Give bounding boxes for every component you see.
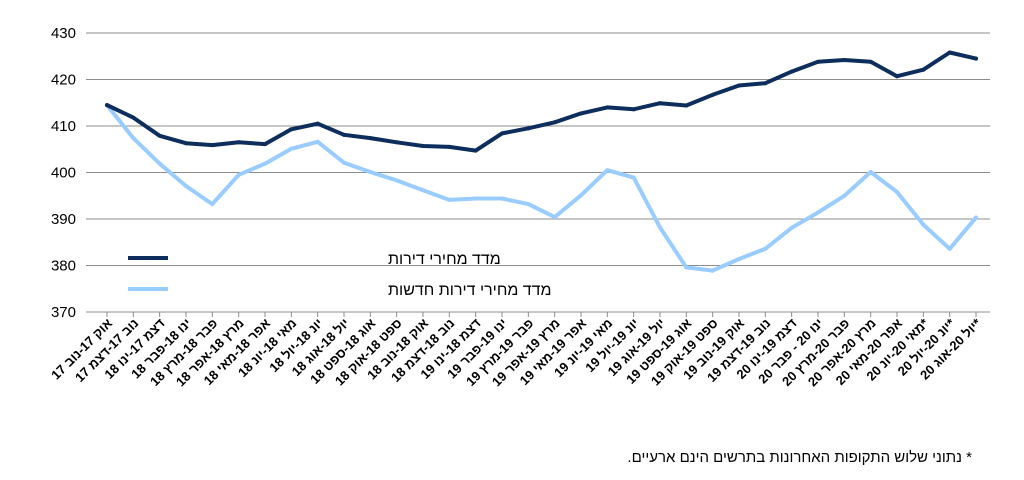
series-points-0 xyxy=(105,50,978,153)
data-point xyxy=(289,127,294,132)
data-point xyxy=(394,178,399,183)
data-point xyxy=(658,101,662,106)
data-point xyxy=(342,160,346,165)
y-tick-label: 430 xyxy=(51,25,76,42)
data-point xyxy=(842,57,847,62)
data-point xyxy=(737,83,741,88)
data-point xyxy=(368,170,373,175)
legend-label-housing-price-index: מדד מחירי דירות xyxy=(388,251,501,268)
data-point xyxy=(421,143,425,148)
data-point xyxy=(947,50,952,55)
data-point xyxy=(763,81,768,86)
y-tick-label: 370 xyxy=(51,304,76,321)
data-point xyxy=(500,131,504,136)
data-point xyxy=(921,222,926,227)
y-tick-label: 390 xyxy=(51,211,76,228)
data-point xyxy=(394,140,399,145)
data-point xyxy=(763,246,768,251)
data-point xyxy=(816,210,820,215)
y-tick-label: 400 xyxy=(51,165,76,182)
data-point xyxy=(236,172,241,177)
data-point xyxy=(184,183,188,188)
data-point xyxy=(473,148,478,153)
data-point xyxy=(236,140,241,145)
legend-label-new-housing-price-index: מדד מחירי דירות חדשות xyxy=(388,282,552,299)
data-point xyxy=(131,115,136,120)
data-point xyxy=(789,225,794,230)
data-point xyxy=(552,215,557,220)
y-axis-tick-labels: 370 380 390 400 410 420 430 xyxy=(51,25,76,321)
data-point xyxy=(579,193,583,198)
data-point xyxy=(789,69,794,74)
data-point xyxy=(947,246,952,251)
data-point xyxy=(447,144,452,149)
data-point xyxy=(421,188,425,193)
gridlines xyxy=(86,32,990,313)
data-point xyxy=(552,120,557,125)
data-point xyxy=(868,170,873,175)
data-point xyxy=(921,67,926,72)
data-point xyxy=(842,193,847,198)
data-point xyxy=(105,103,109,108)
y-tick-label: 410 xyxy=(51,118,76,135)
data-point xyxy=(157,133,162,138)
data-point xyxy=(868,59,873,64)
data-point xyxy=(737,256,741,261)
data-point xyxy=(131,136,136,141)
data-point xyxy=(184,141,188,146)
data-point xyxy=(710,92,715,97)
data-point xyxy=(895,74,899,79)
data-point xyxy=(368,136,373,141)
y-tick-label: 420 xyxy=(51,72,76,89)
data-point xyxy=(473,196,478,201)
data-point xyxy=(974,56,978,61)
data-point xyxy=(526,202,531,207)
y-tick-label: 380 xyxy=(51,258,76,275)
data-point xyxy=(210,202,215,207)
data-point xyxy=(289,146,294,151)
data-point xyxy=(342,132,346,137)
data-point xyxy=(605,168,610,173)
data-point xyxy=(315,139,320,144)
series-line-new-housing-price-index xyxy=(105,103,978,273)
data-point xyxy=(526,126,531,131)
data-point xyxy=(263,142,267,147)
data-point xyxy=(631,107,636,112)
data-point xyxy=(447,197,452,202)
data-point xyxy=(710,268,715,273)
data-point xyxy=(579,111,583,116)
data-point xyxy=(631,175,636,180)
data-point xyxy=(157,161,162,166)
data-point xyxy=(500,196,504,201)
series-line-housing-price-index xyxy=(105,50,978,153)
data-point xyxy=(816,59,820,64)
data-point xyxy=(895,190,899,195)
data-point xyxy=(605,105,610,110)
data-point xyxy=(684,103,689,108)
data-point xyxy=(315,121,320,126)
data-point xyxy=(684,265,689,270)
data-point xyxy=(210,143,215,148)
data-point xyxy=(263,161,267,166)
series-points-1 xyxy=(105,103,978,273)
data-point xyxy=(974,215,978,220)
footnote: * נתוני שלוש התקופות האחרונות בתרשים הינ… xyxy=(627,449,972,466)
data-point xyxy=(658,225,662,230)
data-series xyxy=(105,50,978,273)
chart-legend: מדד מחירי דירות מדד מחירי דירות חדשות xyxy=(128,251,552,299)
